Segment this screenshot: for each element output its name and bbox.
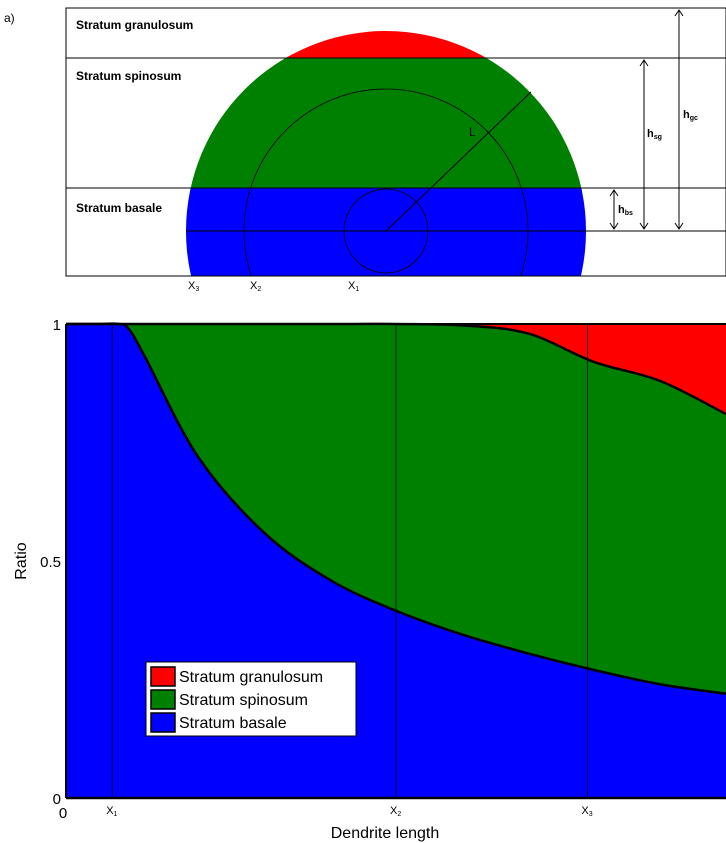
x-axis-label: Dendrite length bbox=[331, 825, 440, 842]
marker-lines bbox=[111, 324, 588, 798]
x-tick-0: 0 bbox=[59, 805, 67, 822]
height-arrow-gc bbox=[674, 9, 684, 230]
diagram-marker-x2: X2 bbox=[250, 280, 261, 293]
diagram-marker-x3: X3 bbox=[188, 280, 199, 293]
legend-label-basale: Stratum basale bbox=[179, 715, 287, 732]
diagram-panel: a) L Stratum granulosum Stratum spinosum… bbox=[4, 7, 726, 293]
legend-box bbox=[145, 661, 357, 737]
basale-region bbox=[186, 188, 586, 276]
panel-label: a) bbox=[4, 11, 15, 25]
y-tick-0.5: 0.5 bbox=[40, 554, 61, 571]
legend-swatch-basale bbox=[150, 712, 176, 733]
legend: Stratum granulosum Stratum spinosum Stra… bbox=[145, 661, 357, 737]
y-tick-0: 0 bbox=[53, 791, 61, 808]
height-label-bs: hbs bbox=[618, 204, 633, 217]
height-label-sg: hsg bbox=[647, 128, 662, 141]
label-granulosum: Stratum granulosum bbox=[76, 18, 193, 32]
diagram-frame bbox=[65, 7, 726, 277]
height-arrow-bs bbox=[609, 189, 619, 230]
x-marker-label-x2: X2 bbox=[390, 805, 401, 818]
x-marker-labels: X1 X2 X3 bbox=[106, 805, 593, 818]
y-tick-1: 1 bbox=[53, 317, 61, 334]
chart-panel: 0 0.5 1 0 X1 X2 X3 Dendrite length Ratio S… bbox=[13, 317, 726, 842]
height-arrow-sg bbox=[639, 59, 649, 230]
granulosum-region bbox=[285, 31, 487, 58]
spinosum-region bbox=[190, 58, 582, 188]
x-marker-label-x1: X1 bbox=[106, 805, 117, 818]
legend-swatch-granulosum bbox=[150, 666, 176, 687]
y-axis-label: Ratio bbox=[13, 542, 30, 579]
x-marker-label-x3: X3 bbox=[581, 805, 592, 818]
label-spinosum: Stratum spinosum bbox=[76, 69, 181, 83]
diagram-marker-x1: X1 bbox=[348, 280, 359, 293]
legend-swatch-spinosum bbox=[150, 689, 176, 710]
legend-label-spinosum: Stratum spinosum bbox=[179, 692, 308, 709]
radius-label: L bbox=[469, 125, 476, 139]
legend-label-granulosum: Stratum granulosum bbox=[179, 669, 323, 686]
radius-line bbox=[385, 91, 532, 232]
height-label-gc: hgc bbox=[683, 109, 698, 122]
label-basale: Stratum basale bbox=[76, 201, 162, 215]
